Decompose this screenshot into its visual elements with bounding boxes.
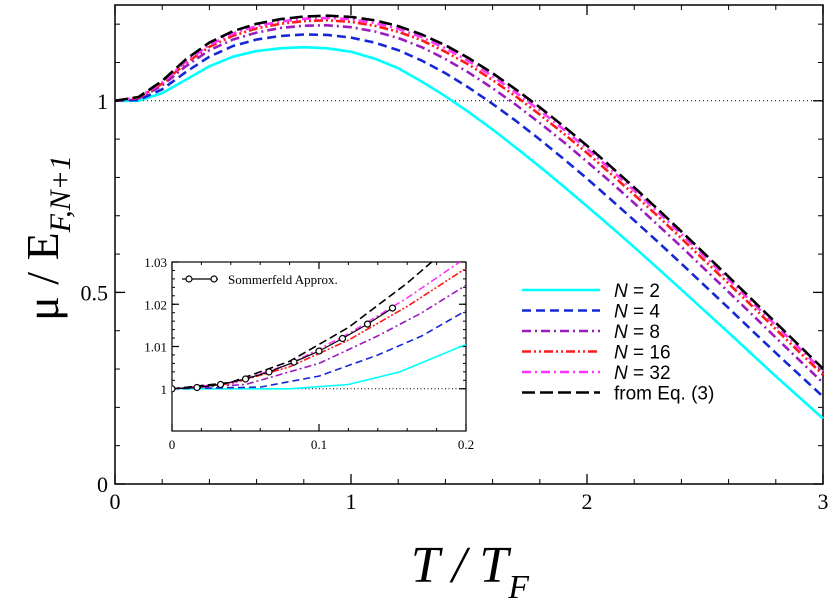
inset-series-line-3 — [172, 267, 466, 390]
legend-label: N = 4 — [614, 302, 660, 323]
inset-frame — [171, 261, 467, 432]
x-axis-title: T / TF — [411, 537, 530, 606]
inset-legend-marker — [185, 275, 193, 283]
inset-x-tick-label: 0.2 — [458, 437, 474, 452]
series-line-5 — [114, 14, 824, 370]
series-line-2 — [114, 23, 824, 384]
inset-series-line-6 — [172, 307, 393, 390]
inset-series-line-1 — [172, 309, 466, 390]
legend-label-rest: = 32 — [628, 363, 671, 384]
sommerfeld-marker — [193, 383, 201, 392]
main-plot: 0 1 2 3 0 0.5 1 — [81, 4, 829, 514]
sommerfeld-marker — [216, 380, 225, 389]
x-tick-label: 1 — [346, 489, 357, 514]
inset-legend-label: Sommerfeld Approx. — [228, 272, 338, 287]
legend-label: N = 2 — [614, 281, 660, 302]
x-axis-title-main: T / T — [411, 537, 511, 594]
sommerfeld-marker — [363, 320, 372, 328]
inset-y-tick-label: 1 — [161, 382, 168, 397]
inset-legend-marker — [210, 275, 218, 283]
inset-series-line-0 — [172, 343, 466, 390]
legend-label: N = 16 — [614, 343, 671, 364]
legend-label-italic: N — [614, 302, 628, 323]
x-axis-title-sub: F — [507, 569, 530, 606]
y-tick-label: 0.5 — [81, 280, 109, 305]
x-tick-label: 2 — [582, 489, 593, 514]
legend-label: N = 32 — [614, 363, 671, 384]
y-axis-title-group: μ / EF,N+1 — [17, 155, 77, 321]
y-tick-label: 1 — [97, 89, 108, 114]
sommerfeld-marker — [172, 385, 176, 393]
inset-x-tick-label: 0 — [169, 437, 176, 452]
y-axis-title: μ / EF,N+1 — [17, 155, 77, 321]
legend-label: from Eq. (3) — [614, 384, 714, 405]
legend-label-rest: from Eq. (3) — [614, 384, 714, 405]
inset-y-tick-label: 1.03 — [144, 255, 167, 270]
legend-label-rest: = 2 — [628, 281, 660, 302]
y-axis-title-sub: F,N+1 — [44, 155, 77, 233]
inset-plot: 0 0.1 0.2 1 1.01 1.02 1.03 Sommerfeld Approx. — [144, 255, 474, 452]
x-tick-label: 3 — [818, 489, 829, 514]
main-plot-frame — [114, 4, 824, 485]
series-line-0 — [115, 45, 824, 420]
inset-curves — [172, 262, 466, 393]
axis-titles: T / TFμ / EF,N+1 — [17, 155, 530, 606]
inset-y-tick-label: 1.02 — [144, 297, 167, 312]
sommerfeld-marker — [290, 358, 298, 366]
sommerfeld-marker — [388, 304, 397, 312]
y-axis-title-main: μ / E — [17, 232, 68, 321]
legend-label-rest: = 4 — [628, 302, 661, 323]
legend-label-italic: N — [614, 343, 628, 364]
inset-x-tick-label: 0.1 — [311, 437, 327, 452]
series-line-3 — [114, 18, 824, 376]
sommerfeld-marker — [315, 347, 323, 355]
legend-label-rest: = 8 — [628, 322, 660, 343]
sommerfeld-marker — [338, 334, 347, 343]
series-line-4 — [114, 16, 824, 373]
inset-y-tick-label: 1.01 — [144, 340, 167, 355]
legend-label-italic: N — [614, 322, 628, 343]
legend-label-rest: = 16 — [628, 343, 671, 364]
sommerfeld-marker — [241, 375, 250, 383]
x-tick-label: 0 — [110, 489, 121, 514]
y-tick-label: 0 — [97, 472, 108, 497]
legend-label-italic: N — [614, 363, 628, 384]
sommerfeld-marker — [265, 368, 273, 376]
series-line-1 — [114, 33, 824, 398]
legend-label-italic: N — [614, 281, 628, 302]
inset-series-line-2 — [172, 284, 466, 390]
legend-label: N = 8 — [614, 322, 660, 343]
